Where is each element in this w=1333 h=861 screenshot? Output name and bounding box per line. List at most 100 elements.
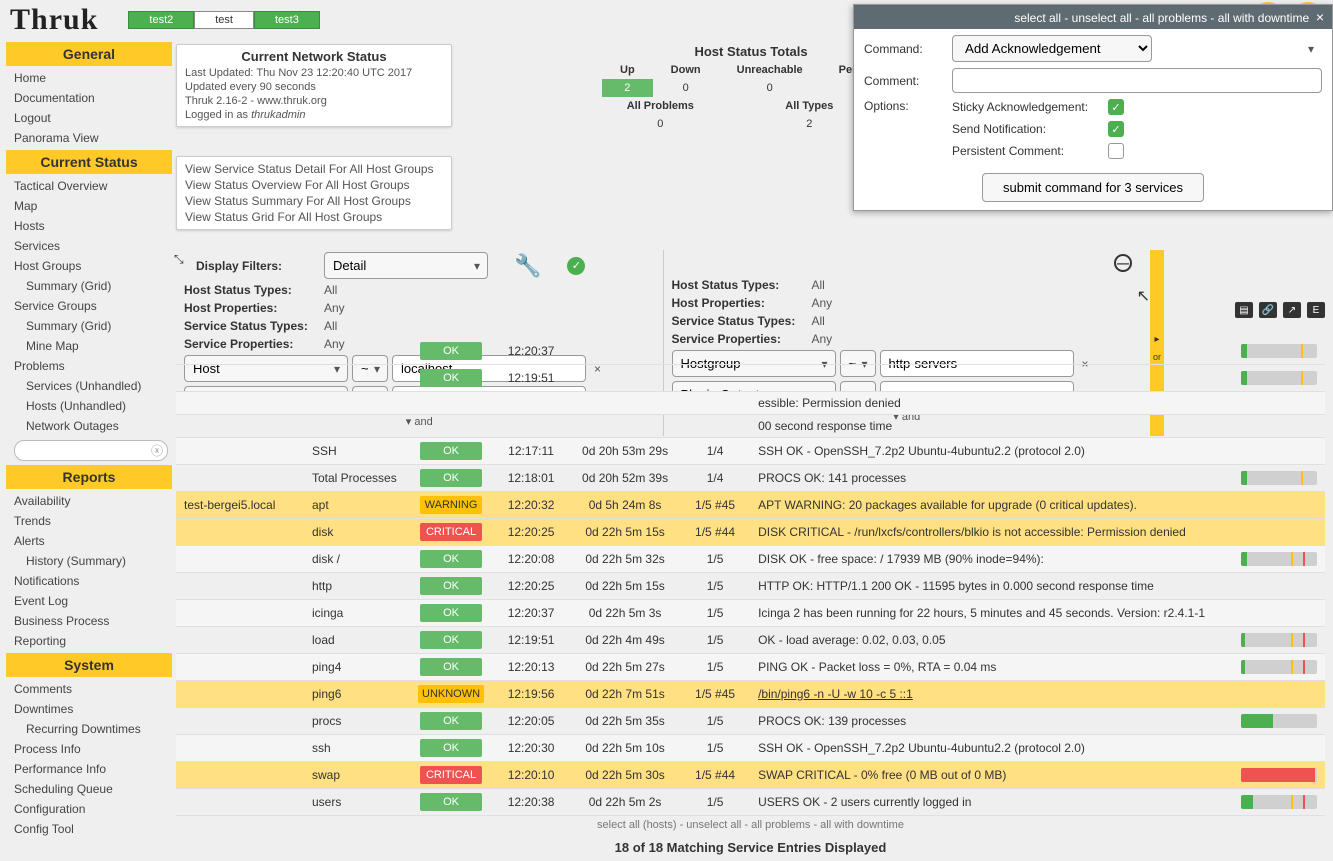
cmd-select-all[interactable]: select all	[1014, 11, 1061, 25]
env-tab-test[interactable]: test	[194, 11, 254, 29]
service-row[interactable]: ssh OK 12:20:30 0d 22h 5m 10s 1/5 SSH OK…	[176, 735, 1325, 762]
cell-attempt: 1/5 #44	[680, 762, 750, 789]
view-list-icon[interactable]: ▤	[1235, 302, 1253, 318]
display-filter-select[interactable]: Detail	[324, 252, 488, 279]
view-link-detail[interactable]: View Service Status Detail For All Host …	[185, 161, 443, 177]
service-row[interactable]: test-bergei5.local apt WARNING 12:20:32 …	[176, 492, 1325, 519]
last-updated: Last Updated: Thu Nov 23 12:20:40 UTC 20…	[185, 66, 443, 80]
sidebar-perfinfo[interactable]: Performance Info	[6, 759, 172, 779]
sidebar-logout[interactable]: Logout	[6, 108, 172, 128]
sidebar-recurring[interactable]: Recurring Downtimes	[6, 719, 172, 739]
notif-checkbox[interactable]: ✓	[1108, 121, 1124, 137]
sidebar-reporting[interactable]: Reporting	[6, 631, 172, 651]
view-link-grid[interactable]: View Status Grid For All Host Groups	[185, 209, 443, 225]
sidebar-history[interactable]: History (Summary)	[6, 551, 172, 571]
logged-in-line: Logged in as thrukadmin	[185, 108, 443, 122]
sidebar-configtool[interactable]: Config Tool	[6, 819, 172, 839]
cell-duration: 0d 22h 5m 15s	[570, 573, 680, 600]
sidebar-trends[interactable]: Trends	[6, 511, 172, 531]
sidebar-minemap[interactable]: Mine Map	[6, 336, 172, 356]
service-row[interactable]: 00 second response time	[176, 415, 1325, 438]
service-row[interactable]: OK 12:19:51	[176, 365, 1325, 392]
cell-duration: 0d 22h 5m 3s	[570, 600, 680, 627]
remove-filter-group[interactable]: —	[1114, 254, 1132, 272]
sidebar-services[interactable]: Services	[6, 236, 172, 256]
sticky-checkbox[interactable]: ✓	[1108, 99, 1124, 115]
cell-duration	[570, 415, 680, 438]
sidebar-tactical[interactable]: Tactical Overview	[6, 176, 172, 196]
service-row[interactable]: http OK 12:20:25 0d 22h 5m 15s 1/5 HTTP …	[176, 573, 1325, 600]
val-up[interactable]: 2	[602, 79, 653, 97]
cmd-unselect-all[interactable]: unselect all	[1072, 11, 1132, 25]
status-badge: OK	[420, 342, 482, 360]
cell-service	[304, 365, 410, 392]
sidebar-notifications[interactable]: Notifications	[6, 571, 172, 591]
quick-search-input[interactable]	[19, 445, 151, 457]
sidebar-panorama[interactable]: Panorama View	[6, 128, 172, 148]
sidebar-p-network[interactable]: Network Outages	[6, 416, 172, 436]
collapse-icon[interactable]: ⤡	[174, 252, 184, 267]
service-row[interactable]: users OK 12:20:38 0d 22h 5m 2s 1/5 USERS…	[176, 789, 1325, 816]
sidebar-alerts[interactable]: Alerts	[6, 531, 172, 551]
sidebar-hostgroups[interactable]: Host Groups	[6, 256, 172, 276]
cmd-all-problems[interactable]: all problems	[1142, 11, 1207, 25]
footer-links[interactable]: select all (hosts) - unselect all - all …	[176, 816, 1325, 834]
service-row[interactable]: icinga OK 12:20:37 0d 22h 5m 3s 1/5 Icin…	[176, 600, 1325, 627]
cell-info: PROCS OK: 139 processes	[750, 708, 1325, 735]
wrench-icon[interactable]: 🔧	[514, 253, 541, 279]
sidebar-hosts[interactable]: Hosts	[6, 216, 172, 236]
close-icon[interactable]: ×	[1316, 9, 1324, 25]
sidebar-hg-summary[interactable]: Summary (Grid)	[6, 276, 172, 296]
sidebar-p-hosts[interactable]: Hosts (Unhandled)	[6, 396, 172, 416]
view-link-overview[interactable]: View Status Overview For All Host Groups	[185, 177, 443, 193]
service-row[interactable]: SSH OK 12:17:11 0d 20h 53m 29s 1/4 SSH O…	[176, 438, 1325, 465]
sidebar-sg-summary[interactable]: Summary (Grid)	[6, 316, 172, 336]
sidebar-procinfo[interactable]: Process Info	[6, 739, 172, 759]
quick-search[interactable]: ⓧ	[14, 440, 168, 461]
cmd-all-downtime[interactable]: all with downtime	[1218, 11, 1309, 25]
persist-checkbox[interactable]	[1108, 143, 1124, 159]
service-row[interactable]: Total Processes OK 12:18:01 0d 20h 52m 3…	[176, 465, 1325, 492]
submit-command-button[interactable]: submit command for 3 services	[982, 173, 1204, 202]
service-row[interactable]: disk CRITICAL 12:20:25 0d 22h 5m 15s 1/5…	[176, 519, 1325, 546]
apply-icon[interactable]: ✓	[567, 257, 585, 275]
val-unreach[interactable]: 0	[719, 79, 821, 97]
sidebar-availability[interactable]: Availability	[6, 491, 172, 511]
sidebar-schedq[interactable]: Scheduling Queue	[6, 779, 172, 799]
sidebar-home[interactable]: Home	[6, 68, 172, 88]
sidebar-problems[interactable]: Problems	[6, 356, 172, 376]
section-general: General	[6, 42, 172, 66]
sidebar-comments[interactable]: Comments	[6, 679, 172, 699]
command-select[interactable]: Add Acknowledgement	[952, 35, 1152, 62]
service-row[interactable]: essible: Permission denied	[176, 392, 1325, 415]
service-row[interactable]: disk / OK 12:20:08 0d 22h 5m 32s 1/5 DIS…	[176, 546, 1325, 573]
env-tab-test2[interactable]: test2	[128, 11, 194, 29]
env-tab-test3[interactable]: test3	[254, 11, 320, 29]
sidebar-downtimes[interactable]: Downtimes	[6, 699, 172, 719]
view-link-summary[interactable]: View Status Summary For All Host Groups	[185, 193, 443, 209]
service-row[interactable]: swap CRITICAL 12:20:10 0d 22h 5m 30s 1/5…	[176, 762, 1325, 789]
sidebar-bp[interactable]: Business Process	[6, 611, 172, 631]
val-all-problems[interactable]: 0	[602, 115, 719, 133]
sidebar-servicegroups[interactable]: Service Groups	[6, 296, 172, 316]
sidebar-map[interactable]: Map	[6, 196, 172, 216]
sidebar-p-services[interactable]: Services (Unhandled)	[6, 376, 172, 396]
service-row[interactable]: OK 12:20:37	[176, 338, 1325, 365]
comment-input[interactable]	[952, 68, 1322, 93]
sidebar-config[interactable]: Configuration	[6, 799, 172, 819]
view-link-icon[interactable]: 🔗	[1259, 302, 1277, 318]
service-row[interactable]: ping4 OK 12:20:13 0d 22h 5m 27s 1/5 PING…	[176, 654, 1325, 681]
cell-host	[176, 654, 304, 681]
val-down[interactable]: 0	[653, 79, 719, 97]
footer-summary: 18 of 18 Matching Service Entries Displa…	[176, 834, 1325, 861]
service-row[interactable]: procs OK 12:20:05 0d 22h 5m 35s 1/5 PROC…	[176, 708, 1325, 735]
view-export-icon[interactable]: ↗	[1283, 302, 1301, 318]
view-edit-icon[interactable]: E	[1307, 302, 1325, 318]
service-row[interactable]: load OK 12:19:51 0d 22h 4m 49s 1/5 OK - …	[176, 627, 1325, 654]
sidebar-eventlog[interactable]: Event Log	[6, 591, 172, 611]
sidebar-documentation[interactable]: Documentation	[6, 88, 172, 108]
clear-icon[interactable]: ⓧ	[151, 442, 163, 459]
cell-time: 12:20:13	[492, 654, 570, 681]
cell-info: PING OK - Packet loss = 0%, RTA = 0.04 m…	[750, 654, 1325, 681]
service-row[interactable]: ping6 UNKNOWN 12:19:56 0d 22h 7m 51s 1/5…	[176, 681, 1325, 708]
